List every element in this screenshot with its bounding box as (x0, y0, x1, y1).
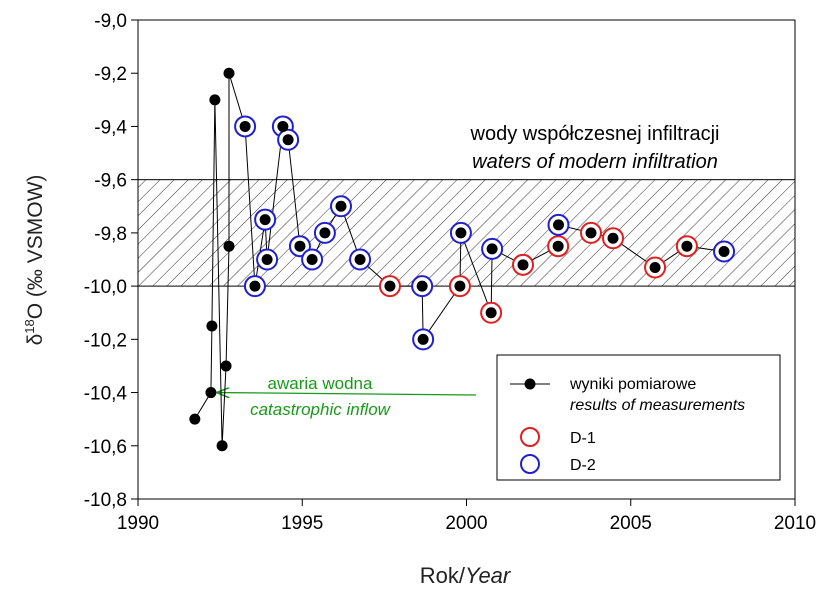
measurement-point (277, 120, 289, 132)
y-tick-label: -9,6 (94, 171, 127, 192)
measurement-point (485, 307, 497, 319)
legend-ring (520, 427, 540, 447)
y-tick-label: -10,8 (84, 490, 127, 511)
measurement-point (206, 320, 218, 332)
measurement-point (261, 254, 273, 265)
measurement-point (486, 243, 498, 255)
legend-label: results of measurements (570, 397, 745, 414)
measurement-point (335, 200, 347, 212)
measurement-point (649, 261, 661, 273)
measurement-point (517, 259, 529, 271)
measurement-point (354, 254, 366, 265)
measurement-point (259, 214, 271, 226)
x-axis-title: Rok/Year (420, 563, 512, 588)
y-axis-title-sup: 18 (22, 319, 37, 333)
legend-point (524, 378, 536, 390)
y-tick-label: -9,2 (94, 64, 127, 85)
measurement-point (294, 240, 306, 252)
y-tick-label: -10,2 (84, 330, 127, 351)
y-axis-title-suffix: O (‰ VSMOW) (24, 175, 47, 320)
measurement-point (416, 280, 428, 292)
y-axis-title-prefix: δ (24, 334, 47, 346)
measurement-point (454, 280, 466, 292)
x-axis-title-plain: Rok/ (420, 563, 466, 588)
y-tick-label: -10,6 (84, 437, 127, 458)
measurement-point (249, 280, 261, 292)
measurement-point (220, 360, 232, 372)
measurement-point (718, 246, 730, 258)
x-tick-label: 1995 (281, 513, 323, 534)
legend-label: D-1 (570, 430, 596, 447)
y-tick-label: -10,0 (84, 277, 127, 298)
measurement-point (239, 120, 251, 132)
legend-box (496, 354, 781, 481)
x-tick-label: 2010 (774, 513, 816, 534)
measurement-point (205, 387, 217, 399)
legend-label: D-2 (570, 457, 596, 474)
measurement-point (552, 219, 564, 231)
measurement-point (417, 333, 429, 345)
y-tick-label: -9,8 (94, 224, 127, 245)
measurement-point (607, 232, 619, 244)
y-tick-label: -9,0 (94, 11, 127, 32)
measurement-point (189, 413, 201, 425)
annotation-text: catastrophic inflow (250, 400, 392, 419)
x-tick-label: 1990 (117, 513, 159, 534)
band-title: waters of modern infiltration (472, 151, 718, 173)
annotation-arrow (218, 393, 477, 395)
x-tick-label: 2005 (610, 513, 652, 534)
x-tick-label: 2000 (445, 513, 487, 534)
measurement-point (455, 227, 467, 239)
measurement-point (319, 227, 331, 239)
legend-label: wyniki pomiarowe (569, 376, 696, 393)
annotation-text: awaria wodna (268, 374, 373, 393)
measurement-point (223, 240, 235, 252)
x-axis-title-italic: Year (465, 563, 512, 588)
measurement-point (552, 240, 564, 252)
measurement-point (209, 94, 221, 106)
measurement-point (681, 240, 693, 252)
measurement-point (282, 134, 294, 146)
measurement-point (223, 67, 235, 79)
y-tick-label: -9,4 (94, 117, 127, 138)
legend-ring (520, 454, 540, 474)
y-axis-title: δ18O (‰ VSMOW) (22, 175, 47, 346)
measurement-point (384, 280, 396, 292)
measurement-point (585, 227, 597, 239)
measurement-point (306, 254, 318, 265)
y-tick-label: -10,4 (84, 384, 128, 405)
measurement-point (216, 440, 228, 452)
band-title: wody współczesnej infiltracji (470, 123, 720, 145)
